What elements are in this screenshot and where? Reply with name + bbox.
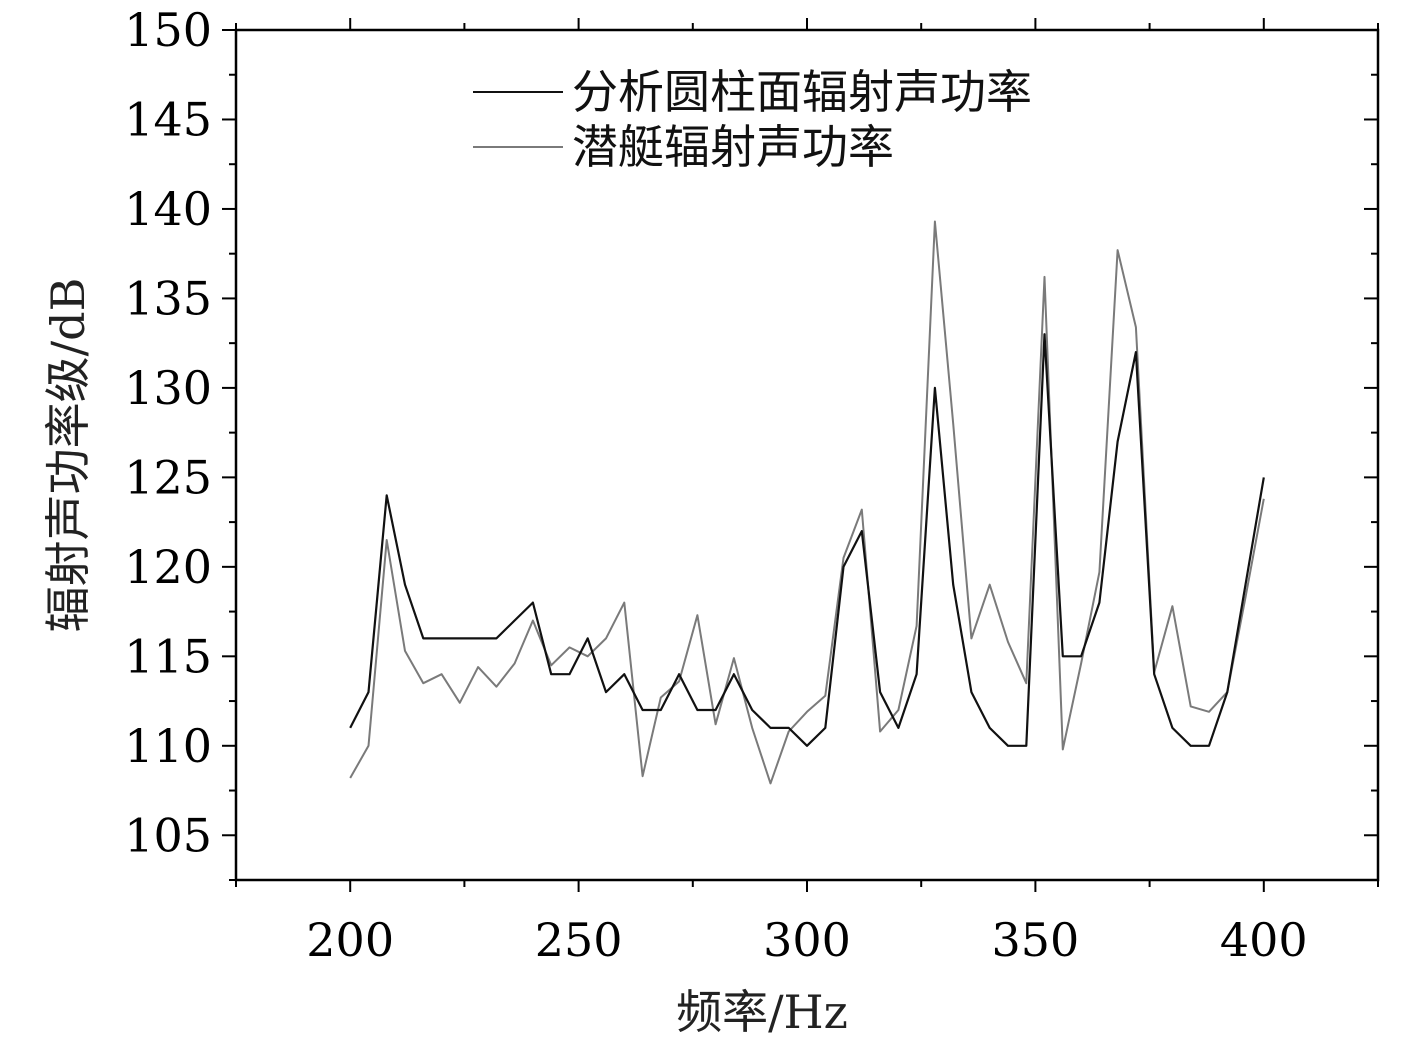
y-tick-label: 115 [124,629,212,683]
legend: 分析圆柱面辐射声功率 潜艇辐射声功率 [473,65,1032,174]
legend-label-submarine: 潜艇辐射声功率 [572,120,894,174]
y-tick-label: 120 [124,540,212,594]
y-tick-label: 150 [124,3,212,57]
series-lines [349,220,1265,785]
y-tick-label: 135 [124,271,212,325]
y-tick-label: 105 [124,808,212,862]
y-tick-label: 125 [124,450,212,504]
y-axis-title: 辐射声功率级/dB [41,278,95,633]
axis-ticks [222,18,1379,892]
series-line-analysis [349,333,1265,747]
y-tick-label: 140 [124,182,212,236]
y-tick-label: 130 [124,361,212,415]
x-tick-label: 400 [1220,913,1308,967]
axis-tick-labels: 200 250 300 350 400 105 110 115 120 125 130 135 140 1… [124,3,1308,967]
series-line-submarine [349,220,1265,785]
y-tick-label: 145 [124,92,212,146]
x-tick-label: 350 [991,913,1079,967]
y-tick-label: 110 [124,719,212,773]
legend-label-analysis: 分析圆柱面辐射声功率 [572,65,1032,119]
x-tick-label: 200 [306,913,394,967]
x-tick-label: 250 [535,913,623,967]
x-axis-title: 频率/Hz [676,985,848,1039]
x-tick-label: 300 [763,913,851,967]
